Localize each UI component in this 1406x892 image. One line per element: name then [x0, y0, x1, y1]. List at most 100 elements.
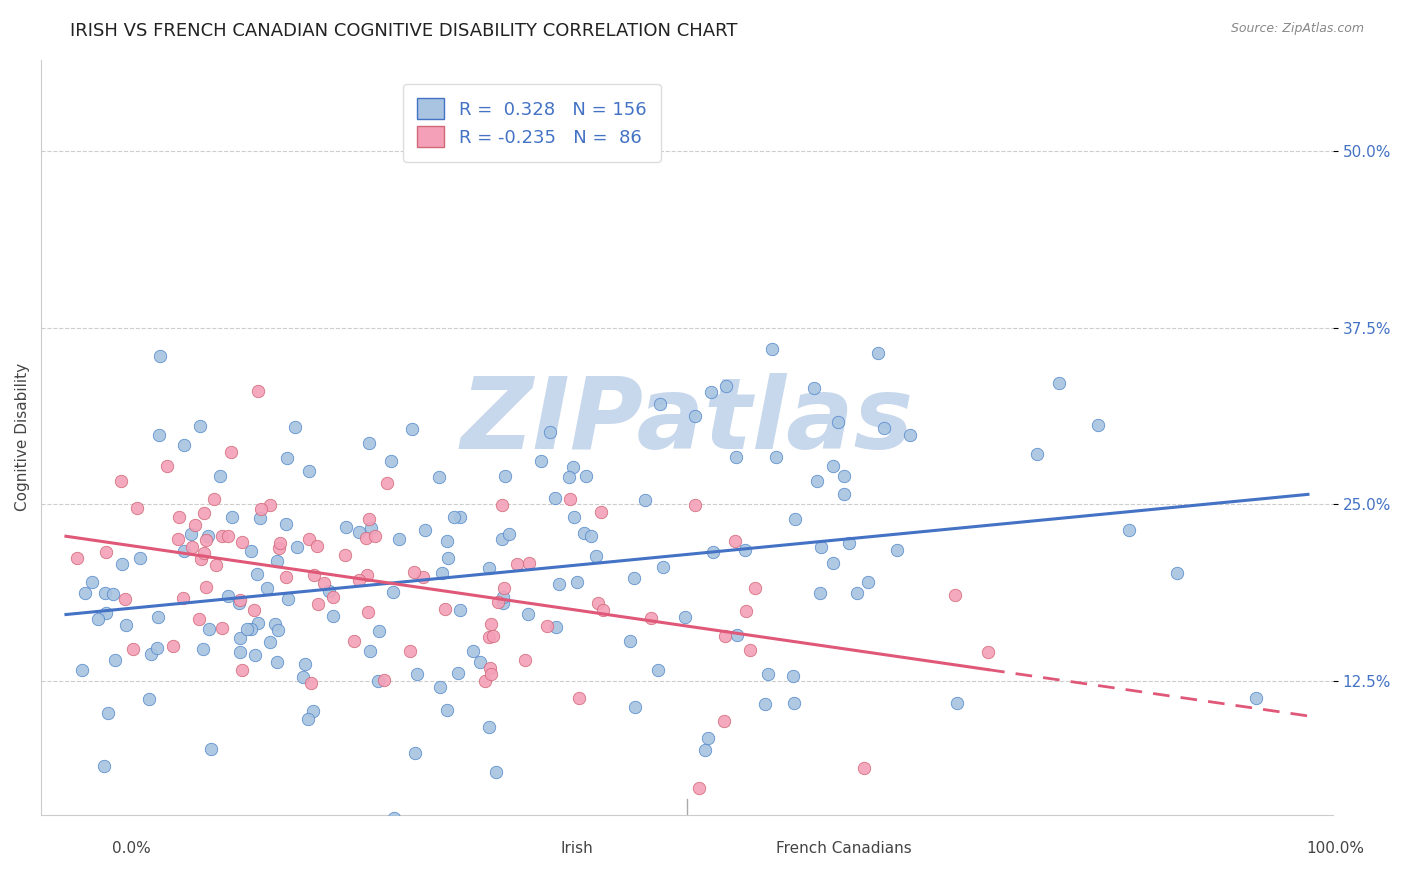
Point: [211, 529, 233, 543]
Text: French Canadians: French Canadians: [776, 841, 911, 856]
Point: [803, 381, 825, 395]
Point: [200, 741, 222, 756]
Point: [301, 835, 323, 849]
Point: [187, 612, 209, 626]
Point: [114, 592, 136, 607]
Point: [652, 560, 675, 574]
Point: [623, 700, 645, 714]
Point: [246, 567, 269, 582]
Point: [236, 622, 259, 636]
Point: [256, 581, 278, 595]
Text: 100.0%: 100.0%: [1306, 841, 1364, 856]
Point: [1244, 691, 1267, 706]
Point: [443, 510, 465, 524]
Point: [193, 506, 215, 520]
Point: [360, 520, 382, 534]
Point: [87, 612, 110, 626]
Point: [565, 574, 588, 589]
Point: [845, 586, 868, 600]
Point: [312, 576, 335, 591]
Point: [561, 460, 583, 475]
Point: [478, 631, 501, 645]
Point: [267, 623, 290, 637]
Point: [538, 425, 561, 439]
Point: [623, 571, 645, 585]
Point: [558, 470, 581, 484]
Point: [229, 645, 252, 659]
Point: [586, 596, 609, 610]
Point: [562, 509, 585, 524]
Point: [190, 551, 212, 566]
Point: [97, 706, 120, 721]
Point: [380, 454, 402, 468]
Point: [121, 642, 143, 657]
Point: [724, 450, 747, 465]
Point: [536, 619, 558, 633]
Point: [412, 569, 434, 583]
Point: [356, 568, 378, 582]
Point: [492, 581, 515, 595]
Legend: R =  0.328   N = 156, R = -0.235   N =  86: R = 0.328 N = 156, R = -0.235 N = 86: [404, 84, 661, 161]
Point: [491, 498, 513, 512]
Point: [101, 587, 124, 601]
Point: [821, 458, 844, 473]
Point: [181, 541, 204, 555]
Point: [734, 604, 756, 618]
Point: [485, 765, 508, 780]
Point: [367, 624, 389, 639]
Point: [221, 510, 243, 524]
Point: [943, 589, 966, 603]
Point: [259, 498, 281, 512]
Point: [195, 533, 218, 547]
Point: [683, 498, 706, 512]
Point: [688, 781, 710, 796]
Point: [195, 580, 218, 594]
Point: [725, 628, 748, 642]
Point: [364, 529, 387, 543]
Point: [516, 607, 538, 622]
Point: [832, 486, 855, 500]
Point: [479, 660, 502, 674]
Point: [398, 643, 420, 657]
Point: [647, 663, 669, 677]
Point: [209, 469, 232, 483]
Point: [696, 731, 718, 745]
Point: [298, 532, 321, 546]
Point: [229, 632, 252, 646]
Point: [335, 520, 357, 534]
Point: [404, 566, 426, 580]
Point: [249, 510, 271, 524]
Point: [267, 541, 290, 555]
Point: [93, 758, 115, 772]
Point: [138, 692, 160, 706]
Point: [821, 556, 844, 570]
Point: [231, 535, 253, 549]
Point: [498, 527, 520, 541]
Point: [619, 633, 641, 648]
Point: [401, 422, 423, 436]
Point: [359, 644, 381, 658]
Point: [298, 464, 321, 478]
Point: [575, 469, 598, 483]
Point: [592, 603, 614, 617]
Point: [734, 543, 756, 558]
Point: [167, 532, 190, 546]
Point: [263, 617, 285, 632]
Point: [347, 573, 370, 587]
Point: [381, 585, 404, 599]
Point: [436, 703, 458, 717]
Point: [204, 491, 226, 506]
Point: [322, 608, 344, 623]
Point: [589, 504, 612, 518]
Point: [579, 529, 602, 543]
Y-axis label: Cognitive Disability: Cognitive Disability: [15, 363, 30, 511]
Point: [357, 512, 380, 526]
Point: [827, 416, 849, 430]
Point: [810, 540, 832, 554]
Point: [193, 546, 215, 560]
Point: [866, 345, 889, 359]
Point: [640, 611, 662, 625]
Point: [349, 525, 371, 540]
Point: [832, 469, 855, 483]
Point: [977, 645, 1000, 659]
